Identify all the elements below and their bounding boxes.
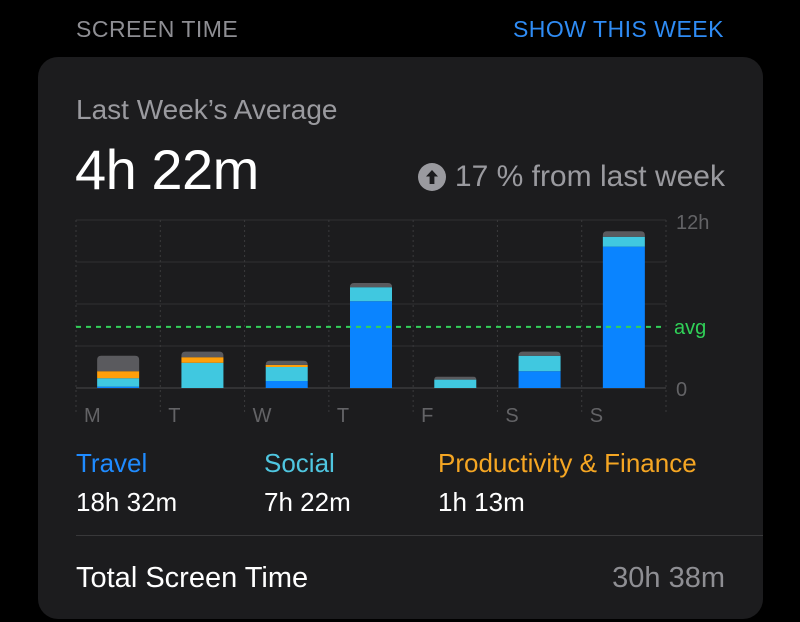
section-title: SCREEN TIME (76, 16, 239, 42)
bar-segment (97, 371, 140, 379)
legend-social-time: 7h 22m (264, 487, 351, 517)
bar-segment (602, 236, 645, 247)
average-value: 4h 22m (75, 138, 259, 201)
legend-travel-time: 18h 32m (76, 487, 178, 517)
x-tick-label: T (337, 405, 349, 427)
bar-segment (97, 355, 140, 372)
bar-segment (265, 364, 308, 367)
bar-segment (602, 231, 645, 237)
x-tick-label: S (590, 405, 603, 427)
bar-segment (602, 246, 645, 388)
bar-segment (518, 355, 561, 372)
total-screen-time-value: 30h 38m (612, 562, 725, 594)
x-tick-label: S (505, 405, 518, 427)
bar-segment (181, 357, 224, 363)
bar-segment (350, 283, 392, 288)
change-text: 17 % from last week (454, 160, 725, 193)
bar-segment (350, 287, 392, 302)
bar-segment (434, 379, 477, 388)
bar-segment (265, 381, 308, 388)
bar-segment (181, 351, 224, 358)
x-tick-label: T (168, 405, 180, 427)
legend-productivity-time: 1h 13m (438, 487, 525, 517)
bar-segment (434, 376, 477, 380)
y-tick-label: 12h (676, 212, 709, 234)
arrow-up-circle-icon (417, 163, 446, 191)
bar-segment (97, 378, 140, 387)
divider (76, 535, 763, 536)
legend-travel-label: Travel (76, 448, 148, 478)
bar-segment (518, 371, 561, 388)
x-tick-label: M (84, 405, 101, 427)
show-this-week-link[interactable]: SHOW THIS WEEK (512, 16, 724, 42)
legend-productivity: Productivity & Finance 1h 13m (438, 448, 697, 518)
legend-social-label: Social (264, 448, 335, 478)
legend-travel: Travel 18h 32m (76, 448, 177, 518)
bar-segment (518, 351, 561, 356)
total-screen-time-label: Total Screen Time (76, 562, 309, 594)
x-tick-label: F (421, 405, 433, 427)
x-tick-label: W (253, 405, 272, 427)
y-tick-label: 0 (676, 379, 687, 401)
bar-segment (97, 386, 140, 388)
average-label: Last Week’s Average (76, 94, 338, 125)
change-indicator: 17 % from last week (417, 160, 725, 194)
legend-productivity-label: Productivity & Finance (438, 448, 697, 478)
average-line-label: avg (674, 317, 706, 339)
bar-segment (265, 367, 308, 381)
bar-segment (265, 360, 308, 365)
bar-segment (181, 362, 224, 388)
bar-segment (350, 301, 392, 388)
legend-social: Social 7h 22m (264, 448, 351, 518)
screen-time-card[interactable]: Last Week’s Average 4h 22m 17 % from las… (38, 57, 763, 619)
